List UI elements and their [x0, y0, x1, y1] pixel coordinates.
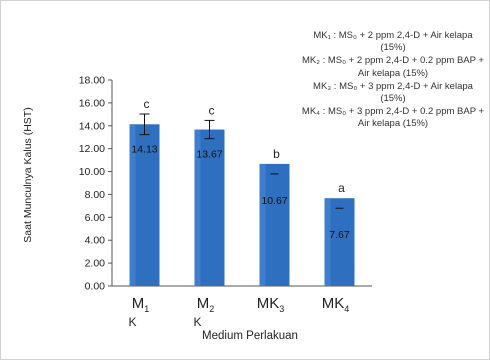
- y-tick-label: 8.00: [85, 189, 106, 201]
- category-label-subscript: 2: [209, 304, 214, 314]
- value-label: 10.67: [261, 195, 287, 207]
- bar-highlight: [324, 198, 331, 286]
- y-tick-label: 4.00: [85, 235, 106, 247]
- category-label: MK3: [257, 295, 285, 314]
- y-tick-label: 18.00: [79, 75, 105, 87]
- y-tick-label: 10.00: [79, 166, 105, 178]
- value-label: 13.67: [196, 149, 222, 161]
- y-axis-title: Saat Munculnya Kalus (HST): [22, 107, 34, 243]
- category-label-subscript: 4: [344, 304, 349, 314]
- category-label-main: M: [197, 295, 210, 312]
- y-tick-label: 14.00: [79, 120, 105, 132]
- significance-letter: a: [338, 181, 345, 195]
- legend-entry-1: MK₁ : MS₀ + 2 ppm 2,4-D + Air kelapa (15…: [313, 30, 473, 54]
- category-label-main: M: [132, 295, 145, 312]
- y-tick-label: 6.00: [85, 212, 106, 224]
- y-tick-label: 12.00: [79, 143, 105, 155]
- bar-highlight: [129, 124, 136, 286]
- category-label-below: K: [193, 315, 201, 329]
- y-tick-label: 0.00: [85, 281, 106, 293]
- legend-entry-4: MK₄ : MS₀ + 3 ppm 2,4-D + 0.2 ppm BAP + …: [301, 106, 485, 130]
- category-label: M1: [132, 295, 150, 314]
- significance-letter: c: [144, 97, 150, 111]
- category-label-subscript: 1: [144, 304, 149, 314]
- category-label-subscript: 3: [279, 304, 284, 314]
- legend: MK₁ : MS₀ + 2 ppm 2,4-D + Air kelapa (15…: [300, 30, 486, 132]
- significance-letter: b: [273, 147, 280, 161]
- x-axis-title: Medium Perlakuan: [202, 330, 298, 342]
- category-label-main: MK: [322, 295, 345, 312]
- y-tick-label: 16.00: [79, 97, 105, 109]
- category-label: MK4: [322, 295, 350, 314]
- significance-letter: c: [209, 103, 215, 117]
- legend-entry-2: MK₂ : MS₀ + 2 ppm 2,4-D + 0.2 ppm BAP + …: [302, 55, 484, 79]
- y-axis-title-box: Saat Munculnya Kalus (HST): [8, 60, 48, 290]
- value-label: 14.13: [131, 143, 157, 155]
- legend-entry-3: MK₃ : MS₀ + 3 ppm 2,4-D + Air kelapa (15…: [313, 80, 473, 105]
- value-label: 7.67: [329, 229, 350, 241]
- category-label-main: MK: [257, 295, 280, 312]
- bar-highlight: [259, 163, 266, 286]
- y-tick-label: 2.00: [85, 258, 106, 270]
- category-label-below: K: [128, 315, 136, 329]
- bar-highlight: [194, 129, 201, 286]
- category-label: M2: [197, 295, 215, 314]
